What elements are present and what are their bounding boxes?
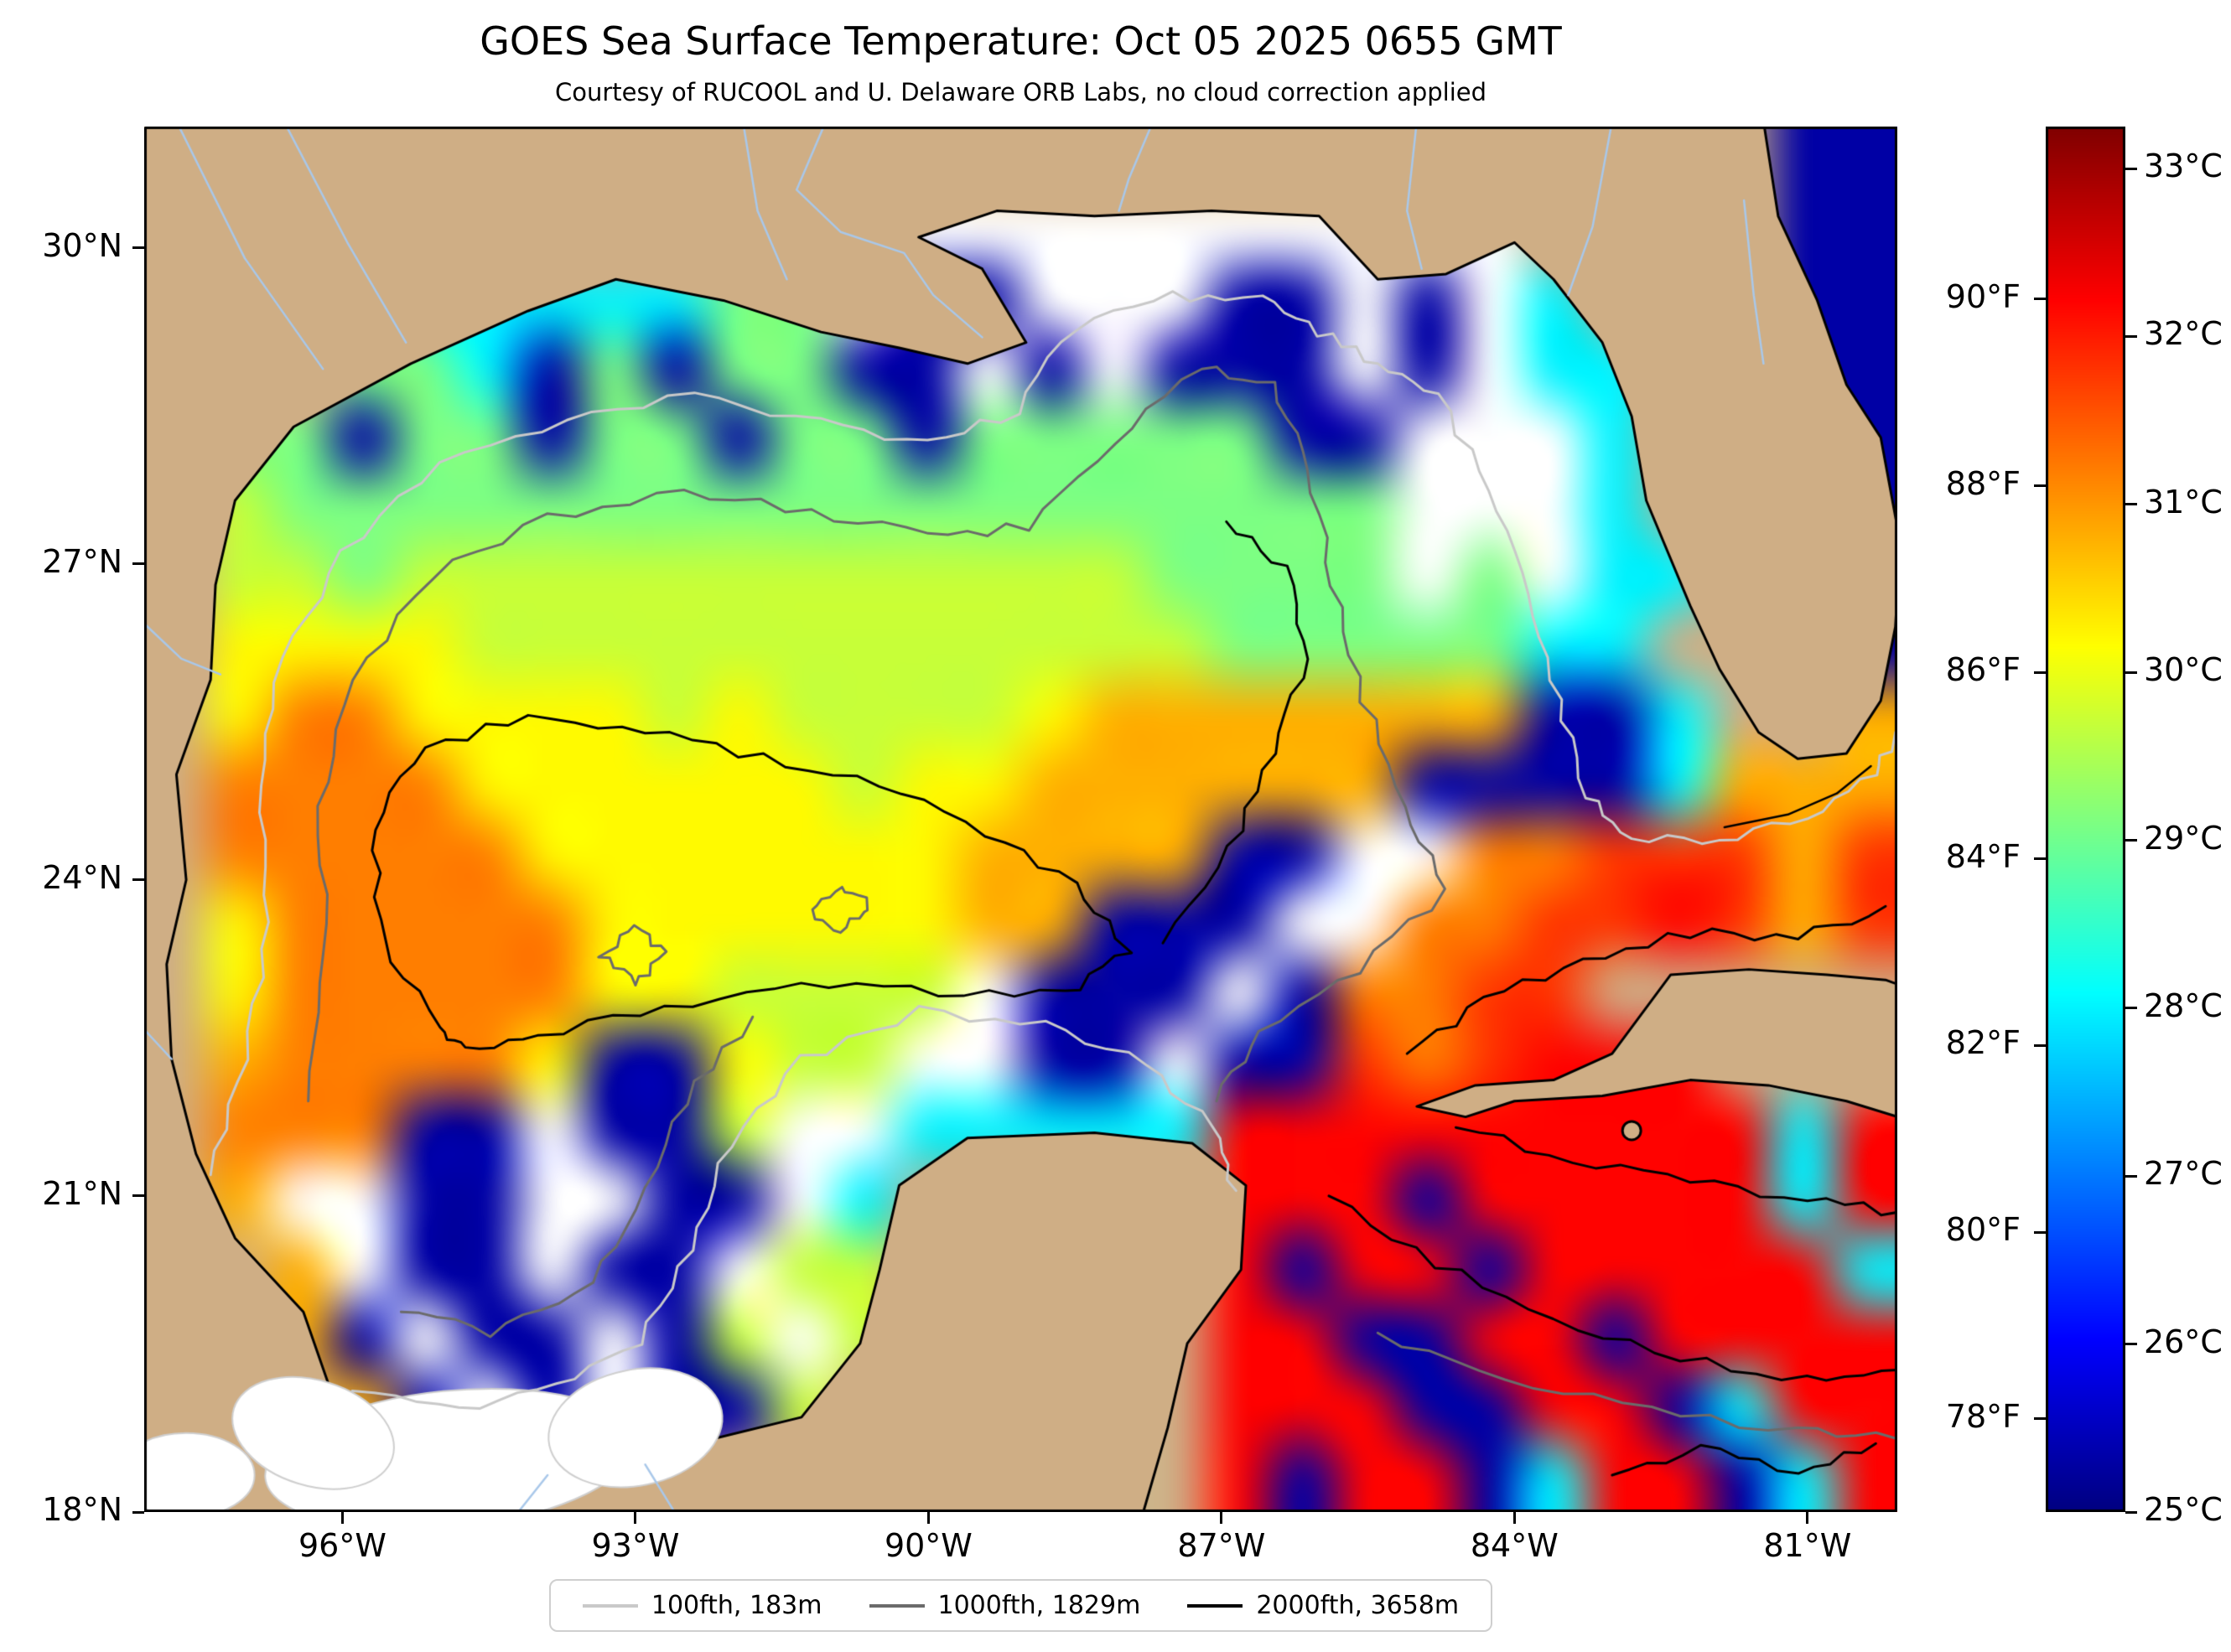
sst-map-canvas bbox=[144, 127, 1897, 1512]
lon-tick-label: 84°W bbox=[1470, 1527, 1559, 1564]
colorbar-celsius-tick-mark bbox=[2125, 1007, 2137, 1010]
colorbar-celsius-tick-mark bbox=[2125, 1510, 2137, 1514]
lat-tick-mark bbox=[132, 1194, 144, 1198]
colorbar-fahrenheit-tick-mark bbox=[2034, 1417, 2046, 1421]
lon-tick-label: 90°W bbox=[884, 1527, 973, 1564]
lon-tick-mark bbox=[1220, 1512, 1223, 1524]
lat-tick-label: 21°N bbox=[42, 1174, 122, 1212]
colorbar-fahrenheit-tick-mark bbox=[2034, 484, 2046, 488]
colorbar-celsius-tick-label: 27°C bbox=[2144, 1155, 2223, 1193]
lat-tick-label: 27°N bbox=[42, 542, 122, 580]
lon-tick-mark bbox=[1806, 1512, 1809, 1524]
colorbar-celsius-tick-mark bbox=[2125, 671, 2137, 674]
colorbar-celsius-tick-label: 31°C bbox=[2144, 483, 2223, 520]
lat-tick-mark bbox=[132, 1510, 144, 1514]
colorbar-fahrenheit-tick-mark bbox=[2034, 857, 2046, 861]
legend-label-100fth: 100fth, 183m bbox=[651, 1591, 822, 1620]
colorbar-celsius-tick-mark bbox=[2125, 1174, 2137, 1178]
legend-line-100fth-sample bbox=[582, 1603, 638, 1608]
colorbar-celsius-tick-label: 28°C bbox=[2144, 987, 2223, 1024]
colorbar-fahrenheit-tick-label: 82°F bbox=[1945, 1024, 2021, 1062]
lat-tick-label: 24°N bbox=[42, 858, 122, 896]
legend-line-1000fth-sample bbox=[869, 1603, 925, 1608]
colorbar-celsius-tick-label: 32°C bbox=[2144, 315, 2223, 353]
colorbar-fahrenheit-tick-label: 80°F bbox=[1945, 1211, 2021, 1249]
contour-legend: 100fth, 183m 1000fth, 1829m 2000fth, 365… bbox=[144, 1579, 1897, 1632]
legend-item-1000fth: 1000fth, 1829m bbox=[869, 1591, 1141, 1620]
colorbar-fahrenheit-tick-label: 86°F bbox=[1945, 651, 2021, 689]
colorbar-fahrenheit-tick-label: 90°F bbox=[1945, 277, 2021, 315]
colorbar-celsius-tick-mark bbox=[2125, 334, 2137, 338]
colorbar-celsius-tick-mark bbox=[2125, 1343, 2137, 1346]
lat-tick-mark bbox=[132, 562, 144, 566]
legend-box: 100fth, 183m 1000fth, 1829m 2000fth, 365… bbox=[548, 1579, 1493, 1632]
lon-tick-mark bbox=[340, 1512, 344, 1524]
lon-tick-label: 81°W bbox=[1763, 1527, 1852, 1564]
colorbar-fahrenheit-tick-mark bbox=[2034, 1044, 2046, 1047]
colorbar-celsius-tick-label: 26°C bbox=[2144, 1323, 2223, 1360]
legend-label-2000fth: 2000fth, 3658m bbox=[1256, 1591, 1460, 1620]
colorbar-fahrenheit-tick-label: 84°F bbox=[1945, 837, 2021, 875]
colorbar-fahrenheit-tick-label: 78°F bbox=[1945, 1397, 2021, 1435]
lon-tick-mark bbox=[1512, 1512, 1516, 1524]
lat-tick-mark bbox=[132, 878, 144, 882]
legend-item-2000fth: 2000fth, 3658m bbox=[1187, 1591, 1459, 1620]
colorbar-celsius-tick-label: 25°C bbox=[2144, 1491, 2223, 1528]
lon-tick-mark bbox=[634, 1512, 637, 1524]
colorbar-celsius-tick-label: 30°C bbox=[2144, 651, 2223, 689]
legend-label-1000fth: 1000fth, 1829m bbox=[937, 1591, 1141, 1620]
figure-subtitle: Courtesy of RUCOOL and U. Delaware ORB L… bbox=[554, 78, 1487, 106]
legend-line-2000fth-sample bbox=[1187, 1603, 1243, 1608]
colorbar-celsius-tick-mark bbox=[2125, 167, 2137, 170]
colorbar-fahrenheit-tick-mark bbox=[2034, 671, 2046, 674]
lat-tick-label: 30°N bbox=[42, 226, 122, 264]
colorbar-celsius-tick-mark bbox=[2125, 839, 2137, 842]
colorbar-celsius-tick-label: 33°C bbox=[2144, 148, 2223, 185]
colorbar-fahrenheit-tick-mark bbox=[2034, 298, 2046, 301]
figure-title: GOES Sea Surface Temperature: Oct 05 202… bbox=[480, 18, 1562, 64]
colorbar-celsius-tick-mark bbox=[2125, 503, 2137, 506]
lon-tick-label: 93°W bbox=[591, 1527, 680, 1564]
colorbar-fahrenheit-tick-label: 88°F bbox=[1945, 464, 2021, 502]
lon-tick-mark bbox=[926, 1512, 930, 1524]
lon-tick-label: 87°W bbox=[1177, 1527, 1266, 1564]
lat-tick-label: 18°N bbox=[42, 1491, 122, 1528]
legend-item-100fth: 100fth, 183m bbox=[582, 1591, 822, 1620]
colorbar-fahrenheit-tick-mark bbox=[2034, 1230, 2046, 1234]
colorbar-canvas bbox=[2046, 127, 2125, 1512]
colorbar-celsius-tick-label: 29°C bbox=[2144, 819, 2223, 857]
lat-tick-mark bbox=[132, 246, 144, 250]
lon-tick-label: 96°W bbox=[298, 1527, 387, 1564]
